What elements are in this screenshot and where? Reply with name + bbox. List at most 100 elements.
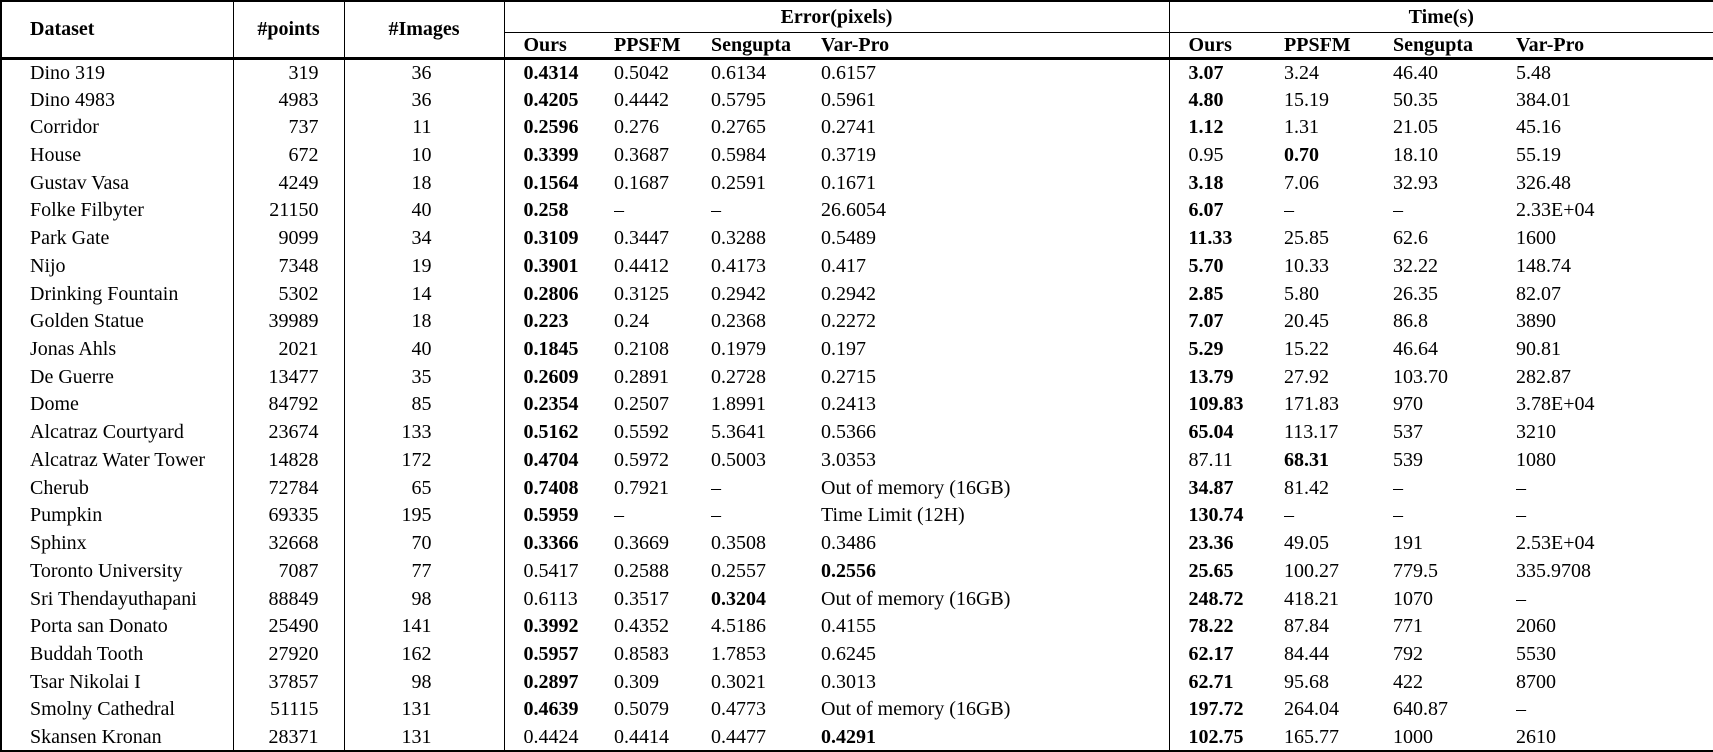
table-body: Dino 319 319 36 0.4314 0.5042 0.6134 0.6157 3.0… [1, 58, 1713, 751]
time-value-ours: 248.72 [1188, 587, 1244, 610]
table-row: Sri Thendayuthapani 88849 98 0.6113 0.3517 0.… [1, 584, 1713, 613]
table-row: Gustav Vasa 4249 18 0.1564 0.1687 0.2591 0.167… [1, 168, 1713, 197]
error-value-sengupta: 0.4773 [711, 698, 766, 721]
time-value-sengupta: 779.5 [1393, 559, 1439, 582]
images-value: 35 [344, 362, 505, 391]
time-value-ours: 109.83 [1188, 393, 1244, 416]
group-header-error: Error(pixels) [504, 1, 1170, 33]
time-value-ours: 65.04 [1188, 421, 1234, 444]
time-value-ours: 6.07 [1188, 199, 1224, 222]
error-value-varpro: Time Limit (12H) [821, 501, 1170, 530]
time-value-ppsfm: 10.33 [1284, 254, 1330, 277]
time-value-varpro: – [1516, 698, 1527, 721]
time-value-ours: 87.11 [1188, 448, 1233, 471]
dataset-name: Sphinx [1, 529, 234, 557]
points-value: 27920 [233, 640, 345, 668]
error-value-varpro: 0.4155 [821, 612, 1170, 641]
table-row: Alcatraz Water Tower 14828 172 0.4704 0.5972… [1, 446, 1713, 474]
error-value-ppsfm: 0.1687 [614, 171, 669, 194]
error-value-ppsfm: – [614, 504, 624, 527]
dataset-name: Smolny Cathedral [1, 695, 234, 724]
time-value-varpro: 90.81 [1516, 338, 1562, 361]
points-value: 737 [233, 113, 345, 142]
table-row: Porta san Donato 25490 141 0.3992 0.4352 4.51… [1, 612, 1713, 641]
time-value-ppsfm: 20.45 [1284, 310, 1330, 333]
error-value-varpro: 0.2556 [821, 556, 1170, 585]
time-value-ours: 62.71 [1188, 670, 1234, 693]
time-value-ppsfm: 1.31 [1284, 116, 1320, 139]
time-value-ppsfm: 81.42 [1284, 476, 1330, 499]
dataset-name: Tsar Nikolai I [1, 667, 234, 696]
error-value-ours: 0.2806 [523, 282, 579, 305]
error-value-sengupta: 0.3204 [711, 587, 766, 610]
time-value-ours: 2.85 [1188, 282, 1224, 305]
error-value-ours: 0.5417 [523, 559, 579, 582]
images-value: 11 [344, 113, 505, 142]
points-value: 69335 [233, 501, 345, 530]
images-value: 14 [344, 279, 505, 308]
time-value-ppsfm: 418.21 [1284, 587, 1340, 610]
time-value-ppsfm: 264.04 [1284, 698, 1340, 721]
error-value-ppsfm: 0.5042 [614, 61, 669, 84]
table-row: Pumpkin 69335 195 0.5959 – – Time Limit (12H) 1… [1, 501, 1713, 530]
table-row: Tsar Nikolai I 37857 98 0.2897 0.309 0.3021 0.… [1, 667, 1713, 696]
error-value-ours: 0.3992 [523, 615, 579, 638]
table-row: De Guerre 13477 35 0.2609 0.2891 0.2728 0.2715… [1, 362, 1713, 391]
table-row: Dino 4983 4983 36 0.4205 0.4442 0.5795 0.5961 4… [1, 85, 1713, 114]
error-value-varpro: 3.0353 [821, 446, 1170, 474]
error-value-ppsfm: 0.4412 [614, 254, 669, 277]
images-value: 77 [344, 556, 505, 585]
column-header-points: #points [233, 1, 345, 60]
time-value-varpro: 335.9708 [1516, 559, 1592, 582]
images-value: 10 [344, 141, 505, 169]
dataset-name: Nijo [1, 252, 234, 280]
error-value-ours: 0.3901 [523, 254, 579, 277]
error-value-sengupta: 0.4173 [711, 254, 766, 277]
table-row: Golden Statue 39989 18 0.223 0.24 0.2368 0.227… [1, 307, 1713, 336]
error-value-ours: 0.7408 [523, 476, 579, 499]
time-value-sengupta: 771 [1393, 615, 1424, 638]
points-value: 2021 [233, 335, 345, 363]
error-value-sengupta: 0.2591 [711, 171, 766, 194]
dataset-name: Golden Statue [1, 307, 234, 336]
dataset-name: Pumpkin [1, 501, 234, 530]
time-value-sengupta: 640.87 [1393, 698, 1449, 721]
points-value: 4983 [233, 85, 345, 114]
points-value: 39989 [233, 307, 345, 336]
points-value: 25490 [233, 612, 345, 641]
images-value: 36 [344, 85, 505, 114]
error-value-sengupta: 0.2557 [711, 559, 766, 582]
time-value-varpro: 8700 [1516, 670, 1557, 693]
error-value-ppsfm: 0.4442 [614, 88, 669, 111]
error-value-sengupta: 0.2368 [711, 310, 766, 333]
time-value-varpro: 82.07 [1516, 282, 1562, 305]
error-value-sengupta: 0.5984 [711, 144, 766, 167]
error-value-varpro: 0.5489 [821, 224, 1170, 253]
time-value-ppsfm: 49.05 [1284, 532, 1330, 555]
error-value-ppsfm: 0.3517 [614, 587, 669, 610]
time-value-ppsfm: 3.24 [1284, 61, 1320, 84]
time-value-sengupta: 103.70 [1393, 365, 1449, 388]
error-value-ours: 0.4314 [523, 61, 579, 84]
images-value: 19 [344, 252, 505, 280]
time-value-sengupta: 1000 [1393, 725, 1434, 748]
time-value-ppsfm: 25.85 [1284, 227, 1330, 250]
method-header-time-sengupta: Sengupta [1393, 32, 1517, 60]
time-value-varpro: 45.16 [1516, 116, 1562, 139]
error-value-varpro: 0.1671 [821, 168, 1170, 197]
points-value: 13477 [233, 362, 345, 391]
error-value-ours: 0.2596 [523, 116, 579, 139]
error-value-varpro: 0.3719 [821, 141, 1170, 169]
error-value-varpro: 0.3013 [821, 667, 1170, 696]
table-row: Dino 319 319 36 0.4314 0.5042 0.6134 0.6157 3.0… [1, 58, 1713, 86]
time-value-ppsfm: 171.83 [1284, 393, 1340, 416]
images-value: 98 [344, 667, 505, 696]
time-value-ours: 34.87 [1188, 476, 1234, 499]
time-value-sengupta: 537 [1393, 421, 1424, 444]
dataset-name: Buddah Tooth [1, 640, 234, 668]
dataset-name: Dino 319 [1, 58, 234, 86]
table-row: Park Gate 9099 34 0.3109 0.3447 0.3288 0.5489 1… [1, 224, 1713, 253]
table-row: House 672 10 0.3399 0.3687 0.5984 0.3719 0.95 0.… [1, 141, 1713, 169]
time-value-ppsfm: 84.44 [1284, 642, 1330, 665]
dataset-name: De Guerre [1, 362, 234, 391]
